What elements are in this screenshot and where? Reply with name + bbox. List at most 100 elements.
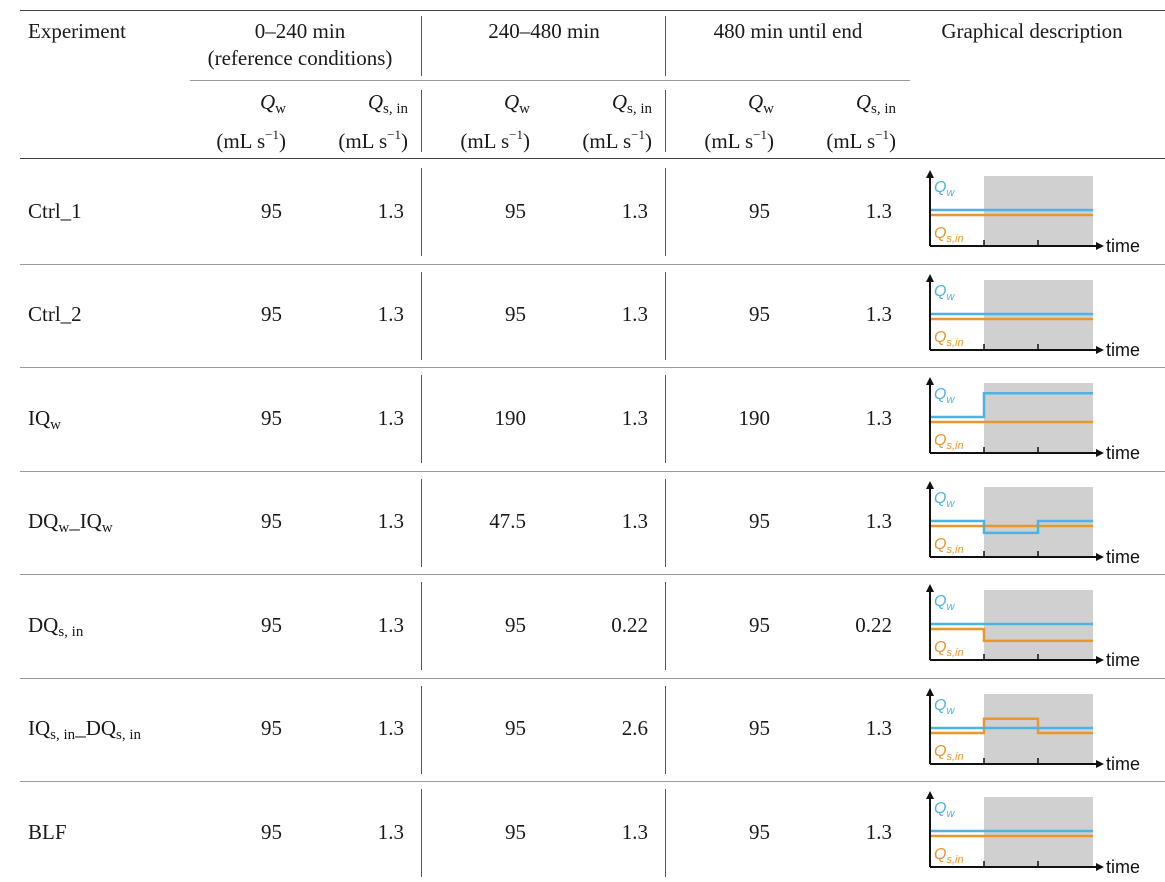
symbol-subscript: s, in — [870, 101, 896, 117]
graphical-description: Qw Qs,in time — [926, 584, 1140, 670]
name-subscript: w — [101, 520, 113, 536]
header-period-2: 240–480 min — [488, 19, 600, 43]
value-cell: 1.3 — [865, 302, 892, 326]
x-axis-arrow — [1096, 656, 1104, 664]
symbol: Q — [503, 90, 520, 114]
qs-label: Qs,in — [934, 639, 964, 659]
qs-label-subscript: s,in — [946, 233, 963, 245]
symbol-subscript: s, in — [626, 101, 652, 117]
qs-label: Qs,in — [934, 225, 964, 245]
value-cell: 95 — [261, 509, 282, 533]
y-axis-arrow — [926, 274, 934, 282]
qw-label: Qw — [934, 697, 955, 717]
value-cell: 0.22 — [611, 613, 648, 637]
row-separator — [20, 678, 1165, 679]
header-experiment: Experiment — [28, 19, 126, 43]
experiment-name: DQs, in — [28, 613, 83, 641]
row-divider — [665, 168, 666, 256]
x-axis-arrow — [1096, 346, 1104, 354]
qs-label-subscript: s,in — [946, 854, 963, 866]
x-axis-arrow — [1096, 449, 1104, 457]
y-axis-arrow — [926, 791, 934, 799]
name-base: IQ — [28, 716, 51, 740]
value-cell: 95 — [749, 509, 770, 533]
header-period-1-note: (reference conditions) — [207, 46, 393, 70]
unit-exponent: −1 — [387, 127, 401, 142]
qw-label-subscript: w — [946, 705, 955, 717]
qw-column-header: Qw (mL s−1) — [400, 90, 530, 154]
value-cell: 1.3 — [621, 302, 648, 326]
symbol: Q — [367, 90, 383, 114]
row-divider — [665, 686, 666, 774]
x-axis-arrow — [1096, 863, 1104, 871]
unit-exponent: −1 — [265, 127, 279, 142]
unit-suffix: ) — [401, 129, 408, 153]
name-base: DQ — [28, 613, 59, 637]
value-cell: 95 — [749, 820, 770, 844]
row-divider — [665, 272, 666, 360]
graphical-description: Qw Qs,in time — [926, 377, 1140, 463]
unit-suffix: ) — [279, 129, 286, 153]
unit-line: (mL s−1) — [156, 122, 286, 154]
time-label: time — [1106, 650, 1140, 670]
value-cell: 95 — [505, 199, 526, 223]
value-cell: 1.3 — [621, 509, 648, 533]
unit-suffix: ) — [523, 129, 530, 153]
unit-prefix: (mL s — [460, 129, 510, 153]
row-divider — [665, 375, 666, 463]
experiment-name: Ctrl_1 — [28, 199, 82, 224]
value-cell: 95 — [261, 613, 282, 637]
unit-prefix: (mL s — [216, 129, 266, 153]
value-cell: 95 — [261, 716, 282, 740]
qw-label-subscript: w — [946, 291, 955, 303]
unit-prefix: (mL s — [338, 129, 388, 153]
time-label: time — [1106, 236, 1140, 256]
symbol: Q — [259, 90, 276, 114]
value-cell: 1.3 — [377, 820, 404, 844]
graphical-description: Qw Qs,in time — [926, 791, 1140, 877]
row-divider — [421, 479, 422, 567]
value-cell: 190 — [494, 406, 527, 430]
qw-label-subscript: w — [946, 187, 955, 199]
qs-line — [930, 717, 1093, 735]
qs-label: Qs,in — [934, 329, 964, 349]
name-subscript: w — [50, 417, 62, 433]
value-cell: 95 — [261, 406, 282, 430]
qs-column-header: Qs, in (mL s−1) — [766, 90, 896, 154]
unit-line: (mL s−1) — [644, 122, 774, 154]
time-label: time — [1106, 754, 1140, 774]
symbol-subscript: w — [519, 101, 530, 117]
name-middle: _DQ — [75, 716, 117, 740]
unit-exponent: −1 — [631, 127, 645, 142]
row-divider — [665, 789, 666, 877]
qs-label: Qs,in — [934, 846, 964, 866]
value-cell: 1.3 — [865, 406, 892, 430]
row-divider — [421, 582, 422, 670]
value-cell: 1.3 — [377, 716, 404, 740]
unit-suffix: ) — [767, 129, 774, 153]
name-subscript: s, in — [58, 624, 84, 640]
subheader-divider-2 — [665, 90, 666, 152]
unit-line: (mL s−1) — [522, 122, 652, 154]
qw-label: Qw — [934, 386, 955, 406]
graphical-description: Qw Qs,in time — [926, 688, 1140, 774]
value-cell: 95 — [261, 820, 282, 844]
header-graphical: Graphical description — [941, 19, 1123, 43]
name-base: IQ — [28, 406, 51, 430]
experiment-name: Ctrl_2 — [28, 302, 82, 327]
value-cell: 2.6 — [621, 716, 648, 740]
symbol: Q — [747, 90, 764, 114]
name-middle: _IQ — [69, 509, 102, 533]
qw-label: Qw — [934, 800, 955, 820]
value-cell: 1.3 — [865, 716, 892, 740]
value-cell: 95 — [261, 302, 282, 326]
name-base: BLF — [28, 820, 67, 844]
top-rule — [20, 10, 1165, 11]
value-cell: 190 — [738, 406, 771, 430]
qs-column-header: Qs, in (mL s−1) — [522, 90, 652, 154]
name-subscript: s, in — [50, 727, 76, 743]
value-cell: 1.3 — [377, 509, 404, 533]
row-separator — [20, 367, 1165, 368]
unit-prefix: (mL s — [582, 129, 632, 153]
value-cell: 95 — [749, 716, 770, 740]
